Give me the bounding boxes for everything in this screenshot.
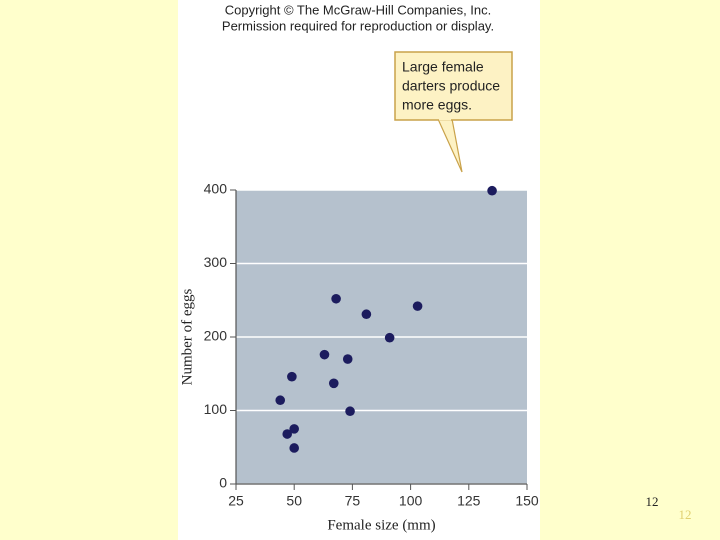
data-point (342, 354, 353, 364)
y-tick-label: 0 (219, 475, 227, 491)
data-point (289, 424, 300, 434)
y-tick-label: 200 (204, 328, 228, 344)
data-point (289, 443, 300, 453)
copyright-line: Copyright © The McGraw-Hill Companies, I… (225, 2, 492, 17)
data-point (282, 429, 293, 439)
data-point (487, 185, 497, 196)
x-tick-label: 75 (345, 493, 361, 509)
data-point (345, 406, 355, 417)
x-tick-label: 125 (457, 493, 481, 509)
data-point (331, 293, 341, 304)
y-tick-label: 400 (204, 181, 228, 197)
data-point (384, 332, 395, 343)
x-axis-title: Female size (mm) (327, 517, 435, 533)
callout-text: darters produce (402, 78, 500, 94)
data-point (287, 371, 297, 382)
y-tick-label: 100 (204, 401, 228, 417)
y-axis-title: Number of eggs (179, 289, 195, 386)
data-point (319, 349, 330, 360)
x-tick-label: 100 (399, 493, 423, 509)
slide-number-shadow: 12 (679, 507, 692, 522)
slide-number: 12 (646, 494, 659, 509)
x-tick-label: 25 (228, 493, 244, 509)
callout-text: more eggs. (402, 97, 472, 113)
copyright-line: Permission required for reproduction or … (222, 18, 494, 33)
callout-box (394, 51, 513, 121)
data-point (328, 378, 339, 389)
x-tick-label: 150 (515, 493, 539, 509)
callout-text: Large female (402, 59, 484, 75)
data-point (275, 395, 286, 406)
data-point (412, 301, 423, 311)
y-tick-label: 300 (204, 254, 228, 270)
data-point (361, 309, 372, 320)
x-tick-label: 50 (286, 493, 302, 509)
